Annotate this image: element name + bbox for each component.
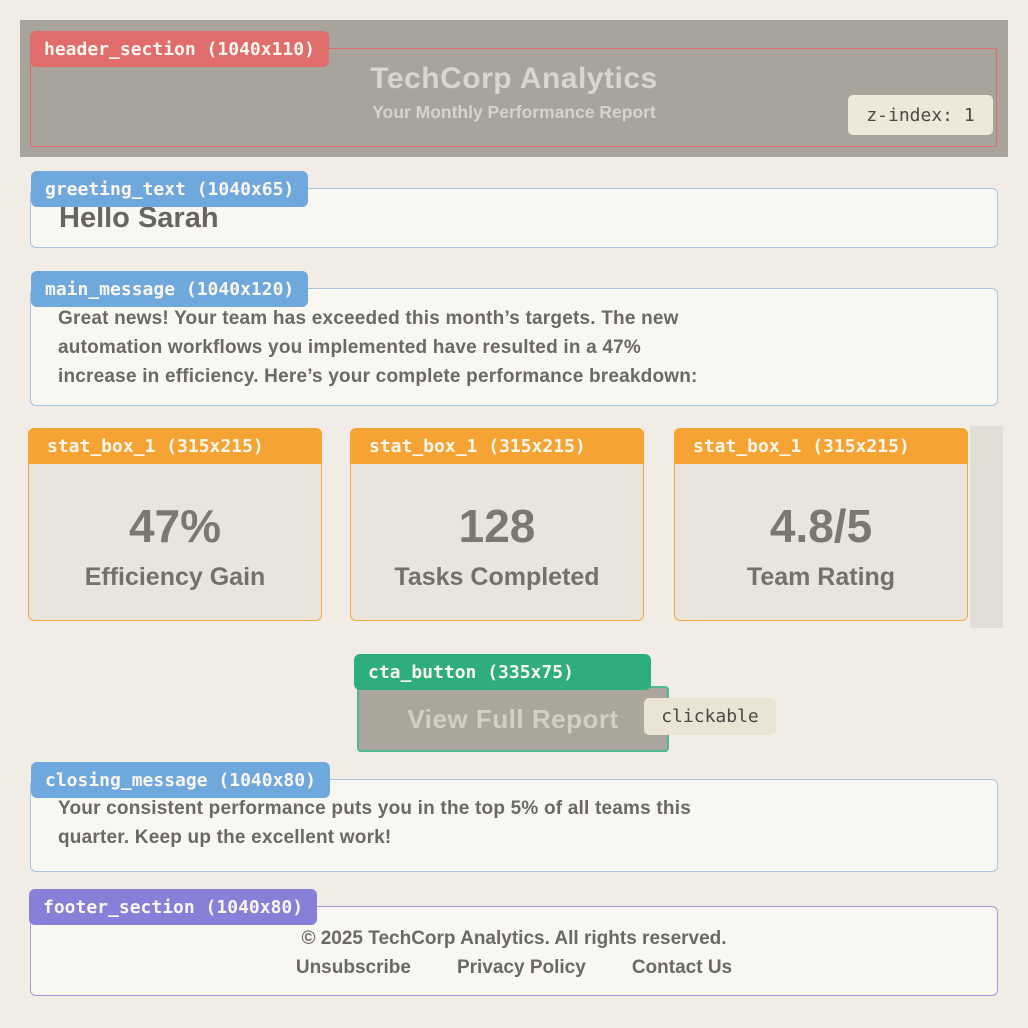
main-message-annotation-tag: main_message (1040x120): [31, 271, 309, 307]
stat-overflow-strip: [970, 426, 1003, 628]
cta-annotation-tag: cta_button (335x75): [354, 654, 651, 690]
footer-annotation-tag: footer_section (1040x80): [29, 889, 318, 925]
stat-value: 128: [458, 500, 536, 552]
stat-value: 4.8/5: [769, 500, 873, 552]
footer-links: Unsubscribe Privacy Policy Contact Us: [31, 953, 997, 982]
stat-annotation-bar: stat_box_1 (315x215): [350, 428, 644, 464]
stat-box-efficiency: stat_box_1 (315x215) 47% Efficiency Gain: [28, 428, 322, 621]
stat-caption: Team Rating: [746, 563, 896, 591]
main-message-line: increase in efficiency. Here’s your comp…: [58, 366, 698, 387]
footer-copyright: © 2025 TechCorp Analytics. All rights re…: [301, 928, 727, 949]
cta-button-label: View Full Report: [407, 703, 619, 734]
greeting-annotation-tag: greeting_text (1040x65): [31, 171, 309, 207]
closing-message-line: quarter. Keep up the excellent work!: [58, 827, 392, 848]
stat-box-rating: stat_box_1 (315x215) 4.8/5 Team Rating: [674, 428, 968, 621]
z-index-badge: z-index: 1: [848, 95, 993, 135]
header-annotation-tag: header_section (1040x110): [30, 31, 329, 67]
greeting-section: greeting_text (1040x65) Hello Sarah: [30, 171, 998, 248]
stat-body: 128 Tasks Completed: [350, 464, 644, 621]
stat-box-tasks: stat_box_1 (315x215) 128 Tasks Completed: [350, 428, 644, 621]
clickable-badge: clickable: [644, 698, 776, 735]
stat-body: 47% Efficiency Gain: [28, 464, 322, 621]
main-message-section: main_message (1040x120) Great news! Your…: [30, 271, 998, 406]
closing-message-line: Your consistent performance puts you in …: [58, 798, 691, 819]
stat-annotation-bar: stat_box_1 (315x215): [28, 428, 322, 464]
header-subtitle: Your Monthly Performance Report: [372, 102, 656, 122]
main-message-line: automation workflows you implemented hav…: [58, 337, 641, 358]
footer-link-unsubscribe[interactable]: Unsubscribe: [295, 957, 411, 978]
stat-annotation-bar: stat_box_1 (315x215): [674, 428, 968, 464]
header-section: header_section (1040x110) TechCorp Analy…: [20, 20, 1008, 157]
stat-caption: Tasks Completed: [394, 563, 600, 591]
cta-button[interactable]: View Full Report: [357, 686, 669, 752]
header-outline: [30, 48, 997, 147]
stat-value: 47%: [128, 500, 222, 552]
closing-annotation-tag: closing_message (1040x80): [31, 762, 330, 798]
footer-link-contact-us[interactable]: Contact Us: [631, 957, 733, 978]
stat-body: 4.8/5 Team Rating: [674, 464, 968, 621]
stat-caption: Efficiency Gain: [84, 563, 266, 591]
footer-section: footer_section (1040x80) © 2025 TechCorp…: [29, 889, 998, 996]
main-message-line: Great news! Your team has exceeded this …: [58, 308, 679, 329]
footer-link-privacy-policy[interactable]: Privacy Policy: [456, 957, 586, 978]
header-title: TechCorp Analytics: [370, 62, 658, 95]
closing-message-section: closing_message (1040x80) Your consisten…: [30, 762, 998, 872]
